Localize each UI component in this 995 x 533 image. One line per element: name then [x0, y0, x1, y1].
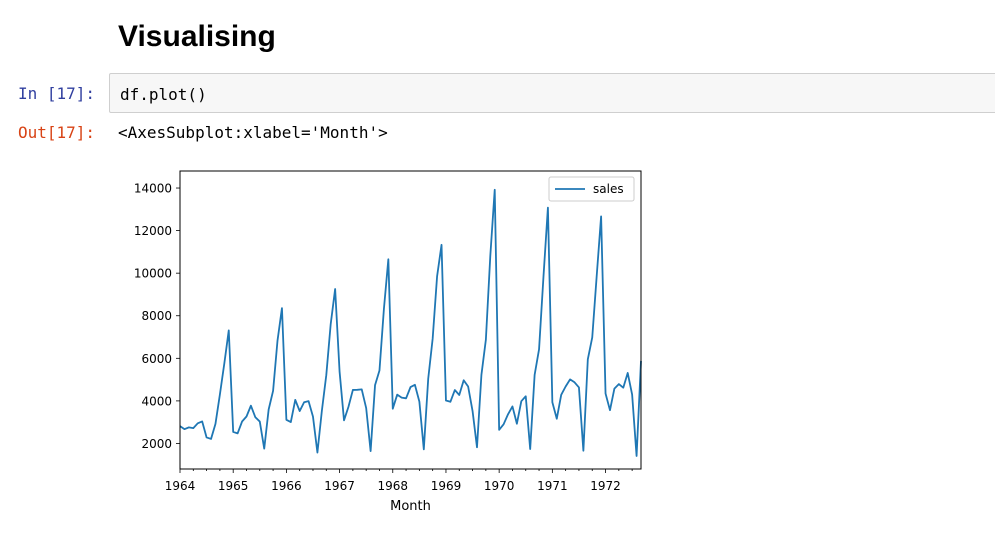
y-tick-label-10000: 10000 — [134, 267, 172, 281]
x-tick-label-1972: 1972 — [590, 479, 621, 493]
code-text[interactable]: df.plot() — [120, 85, 207, 104]
x-tick-label-1967: 1967 — [324, 479, 355, 493]
x-tick-label-1970: 1970 — [484, 479, 515, 493]
x-axis-label: Month — [390, 499, 431, 514]
y-tick-label-8000: 8000 — [141, 309, 172, 323]
x-tick-label-1969: 1969 — [431, 479, 462, 493]
section-heading: Visualising — [118, 20, 276, 53]
y-tick-label-4000: 4000 — [141, 394, 172, 408]
series-line-sales — [179, 188, 642, 457]
x-tick-label-1965: 1965 — [218, 479, 249, 493]
output-prompt: Out[17]: — [18, 123, 96, 142]
y-tick-label-14000: 14000 — [134, 182, 172, 196]
legend-label-sales: sales — [593, 182, 624, 196]
legend-box — [548, 176, 635, 202]
x-tick-label-1964: 1964 — [165, 479, 196, 493]
axes-frame — [179, 170, 642, 470]
y-tick-label-12000: 12000 — [134, 224, 172, 238]
y-tick-label-2000: 2000 — [141, 437, 172, 451]
x-tick-label-1971: 1971 — [537, 479, 568, 493]
x-tick-label-1966: 1966 — [271, 479, 302, 493]
output-repr-text: <AxesSubplot:xlabel='Month'> — [118, 123, 388, 142]
code-input-cell[interactable]: df.plot() — [109, 73, 995, 113]
x-tick-label-1968: 1968 — [377, 479, 408, 493]
input-prompt: In [17]: — [18, 84, 96, 103]
y-tick-label-6000: 6000 — [141, 352, 172, 366]
